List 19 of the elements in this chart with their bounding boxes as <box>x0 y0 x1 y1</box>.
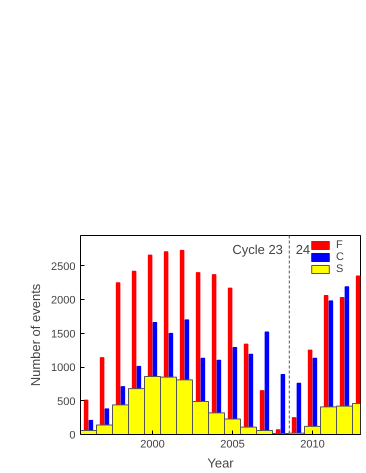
bar <box>280 374 286 434</box>
y-tick-label: 1000 <box>51 362 76 374</box>
y-axis-title: Number of events <box>28 283 44 386</box>
annotation: 24 <box>296 242 310 257</box>
y-tick-label: 500 <box>57 396 76 408</box>
annotation: Cycle 23 <box>232 242 283 257</box>
legend-label: S <box>336 263 344 275</box>
legend-label: C <box>336 251 345 263</box>
legend-label: F <box>336 239 344 251</box>
y-tick-label: 2000 <box>51 294 76 307</box>
x-tick-label: 2005 <box>220 438 245 450</box>
x-tick-label: 2010 <box>300 438 325 450</box>
y-tick-label: 1500 <box>51 328 76 340</box>
bar <box>296 382 302 434</box>
y-tick-label: 2500 <box>51 260 76 273</box>
x-axis-title: Year <box>207 456 234 470</box>
y-tick-label: 0 <box>69 430 76 442</box>
bar <box>292 417 296 434</box>
x-tick-label: 2000 <box>140 438 165 450</box>
